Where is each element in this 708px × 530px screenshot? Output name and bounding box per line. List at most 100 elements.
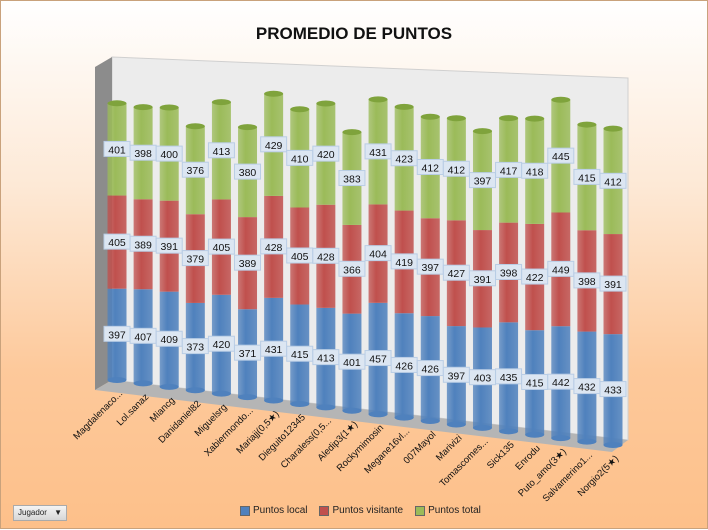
data-label: 442	[552, 377, 570, 389]
data-label: 391	[160, 241, 178, 253]
bar-cap	[159, 104, 179, 111]
bar-base	[159, 383, 179, 390]
data-label: 383	[343, 174, 361, 186]
data-label: 404	[369, 249, 387, 261]
bar-base	[446, 421, 466, 428]
bar-cap	[394, 103, 414, 110]
bar-base	[499, 428, 519, 435]
legend-swatch	[319, 505, 330, 516]
legend-label: Puntos total	[428, 505, 481, 516]
data-label-box	[468, 172, 496, 189]
data-label: 397	[421, 262, 439, 274]
data-label: 428	[265, 242, 283, 254]
bar-base	[290, 400, 310, 407]
data-label: 426	[421, 364, 439, 376]
bar-cap	[316, 100, 336, 107]
legend-swatch	[415, 505, 426, 516]
jugador-filter-button[interactable]: Jugador ▼	[13, 505, 67, 521]
data-label: 376	[187, 165, 205, 177]
legend-swatch	[240, 505, 250, 516]
bar-cap	[603, 125, 623, 132]
data-label: 403	[474, 373, 492, 385]
data-label: 415	[526, 377, 544, 389]
data-label: 401	[108, 144, 126, 156]
floor	[95, 380, 628, 452]
data-label-box	[338, 170, 366, 187]
data-label: 413	[213, 146, 231, 158]
data-label-box	[599, 275, 627, 292]
data-label: 397	[474, 176, 492, 188]
data-label-box	[260, 238, 288, 255]
data-label: 412	[604, 176, 622, 188]
bar-base	[394, 414, 414, 421]
legend-label: Puntos local	[253, 505, 308, 516]
bar-cap	[577, 121, 597, 128]
data-label: 405	[213, 242, 231, 254]
bar-base	[185, 387, 205, 394]
data-label: 423	[395, 154, 413, 166]
bar-base	[603, 442, 623, 448]
data-label-box	[260, 136, 288, 153]
bar-cap	[525, 115, 545, 122]
data-label: 435	[500, 372, 518, 384]
bar-base	[107, 377, 127, 383]
data-label: 379	[187, 254, 205, 266]
data-label: 407	[134, 331, 152, 343]
data-label: 412	[448, 164, 466, 176]
data-label-box	[181, 250, 209, 267]
data-label-box	[599, 172, 627, 189]
bar-base	[211, 390, 231, 397]
data-label-box	[155, 237, 183, 254]
data-label-box	[547, 260, 575, 277]
x-tick-label: Magdalenaco...	[71, 388, 125, 442]
bar-base	[316, 404, 336, 411]
bar-base	[368, 411, 388, 418]
data-label: 391	[604, 279, 622, 291]
legend-item-local: Puntos local	[240, 505, 307, 516]
data-label: 397	[448, 370, 466, 382]
dropdown-arrow-icon: ▼	[54, 508, 62, 517]
data-label: 420	[317, 149, 335, 161]
bar-base	[551, 435, 571, 442]
data-label: 366	[343, 264, 361, 276]
data-label: 405	[108, 237, 126, 249]
bar-base	[342, 407, 362, 414]
bar-cap	[472, 128, 492, 135]
data-label: 389	[134, 239, 152, 251]
data-label-box	[234, 163, 262, 180]
data-label-box	[390, 150, 418, 167]
data-label: 415	[578, 172, 596, 184]
data-label: 428	[317, 251, 335, 263]
bar-base	[577, 438, 597, 445]
data-label-box	[521, 162, 549, 179]
chart-title: PROMEDIO DE PUNTOS	[255, 24, 453, 43]
data-label: 398	[500, 267, 518, 279]
data-label: 400	[160, 149, 178, 161]
data-label: 401	[343, 357, 361, 369]
bar-cap	[499, 115, 519, 122]
data-label: 417	[500, 165, 518, 177]
data-label: 445	[552, 151, 570, 163]
bar-base	[133, 380, 153, 387]
data-label: 427	[448, 268, 466, 280]
data-label: 426	[395, 360, 413, 372]
data-label-box	[155, 145, 183, 162]
data-label: 419	[395, 257, 413, 269]
data-label: 449	[552, 264, 570, 276]
data-label: 391	[474, 274, 492, 286]
data-label: 412	[421, 162, 439, 174]
data-label-box	[312, 145, 340, 162]
data-label: 431	[369, 147, 387, 159]
bar-cap	[238, 124, 258, 131]
legend-item-visitante: Puntos visitante	[319, 505, 403, 516]
data-label: 413	[317, 353, 335, 365]
data-label-box	[364, 245, 392, 262]
bar-base	[238, 394, 258, 401]
bar-cap	[342, 129, 362, 136]
data-label: 431	[265, 344, 283, 356]
data-label: 422	[526, 272, 544, 284]
data-label: 380	[239, 167, 257, 179]
filter-label: Jugador	[18, 508, 47, 517]
data-label-box	[207, 142, 235, 159]
